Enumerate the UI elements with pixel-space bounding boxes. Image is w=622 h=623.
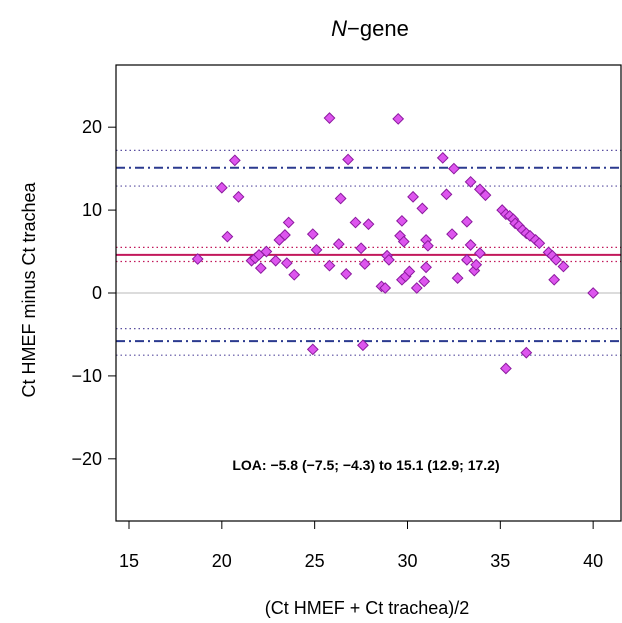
y-axis: −20 −10 0 10 20 — [71, 117, 117, 469]
data-point — [260, 245, 273, 258]
data-point — [340, 268, 353, 280]
data-point — [473, 183, 486, 196]
data-point — [228, 154, 241, 167]
data-point — [191, 253, 204, 265]
data-point — [499, 362, 512, 375]
data-point — [420, 261, 432, 274]
data-point — [464, 175, 477, 188]
data-point — [349, 216, 362, 229]
data-point — [451, 272, 464, 284]
data-point — [403, 265, 416, 278]
data-point — [397, 235, 410, 248]
y-tick-label: 20 — [82, 117, 102, 137]
data-point — [323, 259, 336, 272]
chart-title-rest: −gene — [347, 16, 409, 41]
data-point — [436, 151, 449, 164]
data-point — [357, 339, 369, 352]
data-point — [232, 190, 245, 203]
x-axis: 15 20 25 30 35 40 — [119, 520, 603, 571]
data-point — [533, 237, 546, 250]
data-point — [355, 242, 367, 255]
data-point — [446, 228, 458, 241]
data-point — [587, 287, 600, 299]
y-axis-label: Ct HMEF minus Ct trachea — [19, 181, 39, 397]
data-point — [310, 243, 323, 256]
data-point — [479, 189, 492, 202]
x-tick-label: 40 — [583, 551, 603, 571]
data-point — [460, 215, 473, 228]
data-point — [323, 112, 336, 124]
y-tick-label: 0 — [92, 283, 102, 303]
data-point — [460, 253, 473, 266]
data-point — [279, 229, 291, 241]
data-point — [306, 228, 319, 241]
data-point — [407, 190, 419, 203]
y-tick-label: −10 — [71, 366, 102, 386]
data-point — [396, 214, 408, 227]
x-tick-label: 20 — [212, 551, 232, 571]
chart-title-italic: N — [331, 16, 347, 41]
data-point — [215, 181, 228, 194]
x-tick-label: 15 — [119, 551, 139, 571]
data-point — [306, 343, 319, 356]
data-point — [422, 239, 434, 252]
data-point — [288, 268, 301, 281]
x-axis-label: (Ct HMEF + Ct trachea)/2 — [265, 598, 470, 618]
data-point — [447, 162, 460, 175]
data-points — [191, 112, 600, 375]
reference-lines — [116, 149, 621, 356]
data-point — [464, 239, 477, 251]
y-tick-label: −20 — [71, 449, 102, 469]
data-point — [392, 112, 405, 125]
data-point — [548, 273, 561, 286]
loa-annotation: LOA: −5.8 (−7.5; −4.3) to 15.1 (12.9; 17… — [232, 457, 499, 473]
data-point — [383, 253, 395, 266]
x-tick-label: 25 — [305, 551, 325, 571]
data-point — [557, 260, 570, 273]
data-point — [280, 257, 293, 270]
data-point — [473, 247, 486, 260]
y-tick-label: 10 — [82, 200, 102, 220]
data-point — [416, 202, 429, 215]
data-point — [362, 218, 375, 231]
data-point — [221, 230, 234, 243]
data-point — [524, 229, 536, 242]
data-point — [470, 258, 483, 271]
data-point — [254, 262, 267, 275]
data-point — [358, 258, 371, 270]
data-point — [332, 238, 345, 250]
x-tick-label: 35 — [490, 551, 510, 571]
data-point — [282, 216, 295, 229]
data-point — [269, 254, 282, 267]
data-point — [418, 275, 431, 288]
data-point — [379, 282, 392, 294]
chart-title: N−gene — [331, 16, 409, 41]
data-point — [334, 192, 347, 205]
data-point — [342, 153, 354, 166]
x-tick-label: 30 — [397, 551, 417, 571]
data-point — [440, 188, 453, 201]
data-point — [520, 346, 533, 359]
data-point — [410, 282, 423, 294]
data-point — [550, 253, 562, 266]
